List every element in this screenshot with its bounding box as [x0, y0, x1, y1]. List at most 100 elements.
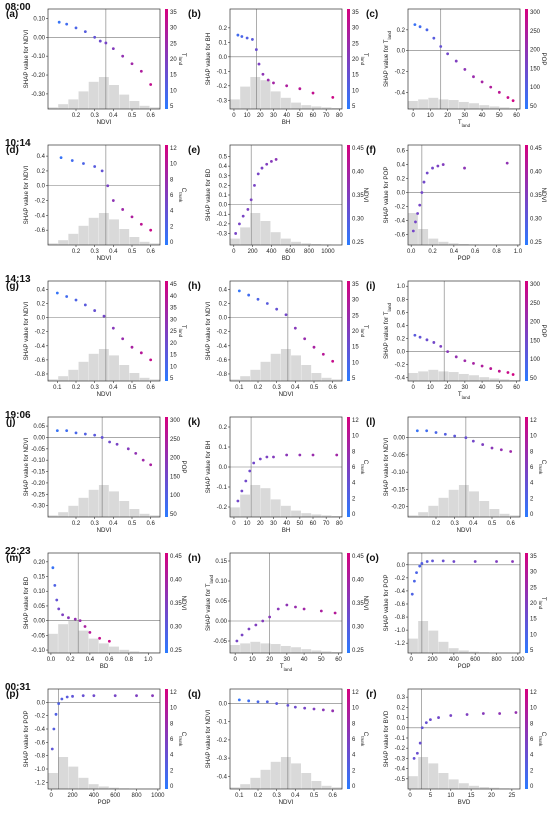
y-tick-label: 0.2 — [397, 177, 406, 183]
scatter-point — [141, 458, 145, 462]
hist-bar — [509, 515, 520, 517]
scatter-point — [452, 560, 456, 563]
x-tick-label: 0 — [232, 113, 236, 119]
x-tick-label: 200 — [428, 657, 439, 663]
x-tick-label: 70 — [323, 113, 330, 119]
y-tick-label: -0.20 — [31, 73, 45, 79]
panel-letter: (n) — [188, 553, 201, 564]
scatter-point — [121, 337, 125, 341]
scatter-point — [432, 36, 436, 40]
scatter-point — [463, 166, 466, 170]
hist-bar — [479, 105, 490, 109]
colorbar-tick-label: 8 — [352, 449, 356, 455]
hist-bar — [280, 238, 291, 245]
hist-bar — [48, 107, 58, 109]
hist-bar — [469, 785, 479, 789]
colorbar-tick-label: 10 — [352, 706, 359, 712]
colorbar-tick-label: 0.35 — [352, 601, 364, 607]
hist-bar — [418, 229, 429, 245]
colorbar-tick-label: 8 — [170, 177, 174, 183]
colorbar-tick-label: 35 — [530, 554, 537, 560]
x-tick-label: 0.6 — [105, 657, 114, 663]
y-axis-title: SHAP value for BH — [205, 33, 212, 86]
scatter-point — [464, 436, 468, 440]
y-tick-label: 0.05 — [215, 599, 227, 605]
panel-c: 0 10 20 30 40 50 60 -0.4 -0.2 0.0 0.2 Tland SHAP val… — [366, 8, 547, 128]
x-tick-label: 0.6 — [328, 385, 337, 391]
colorbar-tick-label: 10 — [352, 434, 359, 440]
y-tick-label: -0.6 — [395, 602, 406, 608]
scatter-point — [285, 603, 289, 607]
scatter-point — [439, 45, 443, 48]
x-tick-label: 30 — [270, 521, 277, 527]
scatter-point — [425, 429, 429, 433]
scatter-point — [286, 703, 290, 707]
scatter-point — [312, 707, 316, 711]
x-tick-label: 0.8 — [125, 657, 134, 663]
y-tick-label: -0.4 — [35, 213, 46, 219]
panel-d: 0.2 0.3 0.4 0.5 0.6-0.6-0.4-0.20.00.20.4NDVI… — [6, 144, 187, 262]
hist-bar — [291, 647, 301, 653]
y-tick-label: 0.0 — [37, 700, 46, 706]
colorbar-tick-label: 30 — [352, 298, 359, 304]
colorbar-tick-label: 4 — [170, 209, 174, 215]
scatter-point — [489, 85, 493, 89]
colorbar-tick-label: 2 — [352, 496, 356, 502]
scatter-point — [425, 560, 429, 563]
hist-bar — [149, 379, 160, 381]
colorbar-tick-label: 0.25 — [352, 648, 364, 654]
hist-bar — [311, 650, 322, 653]
scatter-point — [139, 222, 143, 226]
colorbar-title: POP — [540, 324, 547, 337]
hist-bar — [321, 377, 332, 381]
hist-bar — [270, 353, 281, 381]
hist-bar — [149, 243, 160, 245]
y-axis-title: SHAP value for NDVI — [23, 437, 30, 496]
x-tick-label: 0.2 — [72, 385, 81, 391]
x-tick-label: 0.3 — [272, 793, 281, 799]
x-tick-label: 0.6 — [328, 793, 337, 799]
time-label-4: 22:23 — [5, 546, 31, 557]
colorbar-tick-label: 8 — [352, 721, 356, 727]
hist-bar — [291, 241, 301, 245]
hist-bar — [250, 369, 261, 381]
scatter-point — [107, 639, 111, 643]
y-axis-title: SHAP value for Tland — [383, 302, 392, 359]
hist-bar — [469, 103, 479, 109]
plot-frame — [407, 552, 521, 654]
x-tick-label: 0.2 — [432, 521, 441, 527]
plot-frame — [407, 144, 521, 246]
x-tick-label: 400 — [449, 657, 460, 663]
scatter-point — [265, 162, 269, 166]
colorbar-title: Ctrunk — [361, 460, 370, 475]
y-tick-label: 0.15 — [33, 575, 45, 581]
x-tick-label: 10 — [427, 385, 434, 391]
x-tick-label: 30 — [284, 657, 291, 663]
scatter-point — [473, 560, 477, 563]
time-label-0: 08:00 — [5, 2, 31, 13]
colorbar-tick-label: 10 — [530, 632, 537, 638]
colorbar-tick-label: 35 — [170, 306, 177, 312]
colorbar-tick-label: 0.35 — [170, 601, 182, 607]
hist-bar — [458, 650, 469, 653]
y-tick-label: -0.4 — [217, 344, 228, 350]
scatter-point — [272, 455, 275, 459]
hist-bar — [331, 108, 342, 109]
x-tick-label: 0.5 — [310, 385, 319, 391]
scatter-point — [439, 344, 443, 348]
hist-bar — [119, 649, 130, 653]
hist-bar — [321, 515, 332, 517]
scatter-point — [414, 220, 417, 224]
hist-bar — [129, 373, 140, 381]
colorbar-tick-label: 10 — [170, 162, 177, 168]
y-tick-label: -0.3 — [217, 231, 228, 237]
plot-frame — [47, 8, 161, 110]
panel-a: 0.2 0.3 0.4 0.5 0.6 -0.30 -0.20 -0.10 0.00 0.10 ND… — [6, 8, 187, 126]
x-tick-label: 20 — [488, 793, 495, 799]
y-tick-label: 0.2 — [219, 302, 228, 308]
y-tick-label: 0.10 — [33, 589, 45, 595]
hist-bar — [418, 99, 429, 109]
x-axis-title: Tland — [458, 391, 471, 400]
colorbar-tick-label: 20 — [170, 341, 177, 347]
